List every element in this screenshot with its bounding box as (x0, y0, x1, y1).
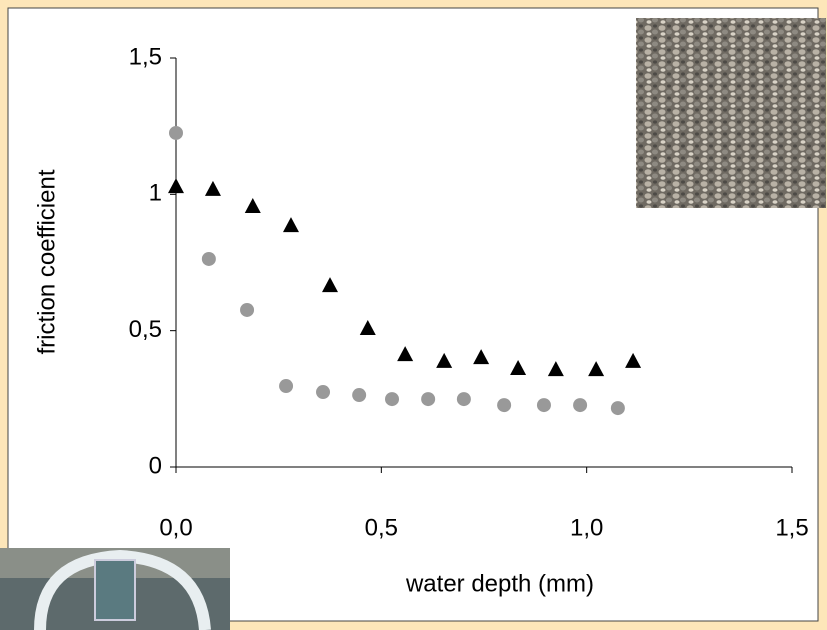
point (436, 352, 453, 368)
y-tick-label: 1 (149, 180, 162, 207)
point (510, 360, 527, 376)
x-tick-label: 0,5 (365, 514, 398, 541)
surface-photo (636, 18, 826, 208)
point (397, 346, 414, 362)
point (385, 392, 400, 407)
x-tick-label: 0,0 (159, 514, 192, 541)
point (456, 392, 471, 407)
x-tick-label: 1,5 (775, 514, 808, 541)
y-tick-label: 0,5 (129, 316, 162, 343)
point (588, 361, 605, 377)
point (421, 392, 436, 407)
point (201, 251, 216, 266)
point (204, 180, 221, 196)
point (316, 385, 331, 400)
point (282, 217, 299, 233)
point (168, 178, 184, 194)
point (359, 319, 376, 335)
point (322, 277, 338, 293)
x-axis-title: water depth (mm) (405, 570, 594, 597)
y-axis-title: friction coefficient (33, 169, 60, 354)
point (279, 379, 294, 394)
point (610, 401, 625, 416)
point (497, 398, 512, 413)
y-tick-label: 0 (149, 452, 162, 479)
y-tick-label: 1,5 (129, 43, 162, 70)
point (240, 302, 255, 317)
point (625, 352, 642, 368)
point (536, 398, 551, 413)
point (169, 125, 183, 140)
point (573, 398, 588, 413)
apparatus-photo (0, 548, 230, 630)
point (473, 349, 490, 365)
point (547, 361, 564, 377)
point (244, 198, 261, 214)
x-tick-label: 1,0 (570, 514, 603, 541)
point (352, 388, 367, 403)
